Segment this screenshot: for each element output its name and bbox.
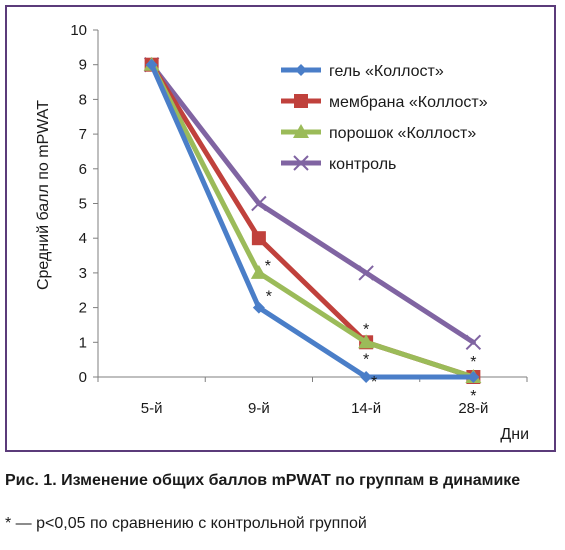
line-chart: Средний балл по mPWAT Дни 0 1 2 3 4 5 6 7 8 9 10 5-… — [35, 22, 529, 443]
y-tick-label: 3 — [79, 265, 87, 282]
data-point — [145, 58, 158, 71]
series-line — [149, 62, 476, 380]
data-point — [250, 264, 267, 279]
y-tick-label: 10 — [70, 22, 87, 39]
y-tick-label: 7 — [79, 126, 87, 143]
legend-marker — [293, 124, 309, 138]
y-tick-label: 9 — [79, 57, 87, 74]
significance-asterisk: * — [371, 374, 377, 391]
y-tick-label: 1 — [79, 334, 87, 351]
significance-asterisk: * — [363, 321, 369, 338]
legend-label: контроль — [329, 156, 396, 173]
chart-frame: Средний балл по mPWAT Дни 0 1 2 3 4 5 6 7 8 9 10 5-… — [5, 5, 556, 452]
legend-marker — [293, 155, 309, 171]
x-tick-label: 14-й — [351, 400, 381, 417]
data-point — [360, 371, 373, 383]
significance-asterisk: * — [266, 289, 272, 306]
data-point — [465, 334, 482, 351]
y-tick-label: 8 — [79, 91, 87, 108]
series-line — [149, 62, 476, 380]
data-point — [251, 231, 266, 246]
significance-asterisk: * — [363, 351, 369, 368]
series-line — [149, 62, 476, 380]
x-tick-label: 28-й — [458, 400, 488, 417]
significance-asterisk: * — [470, 388, 476, 405]
x-tick-label: 9-й — [248, 400, 270, 417]
series-line — [149, 62, 476, 345]
legend-marker — [295, 64, 307, 76]
legend-label: порошок «Коллост» — [329, 125, 476, 142]
figure-caption-note: * — p<0,05 по сравнению с контрольной гр… — [5, 515, 367, 532]
y-tick-label: 0 — [79, 369, 87, 386]
legend-label: мембрана «Коллост» — [329, 94, 488, 111]
y-tick-label: 5 — [79, 196, 87, 213]
legend-label: гель «Коллост» — [329, 63, 444, 80]
y-tick-label: 4 — [79, 230, 87, 247]
data-point — [252, 301, 265, 314]
legend-marker — [294, 94, 308, 108]
significance-asterisk: * — [265, 258, 271, 275]
significance-asterisk: * — [470, 354, 476, 371]
figure-caption-title: Рис. 1. Изменение общих баллов mPWAT по … — [5, 472, 521, 489]
data-point — [358, 334, 375, 349]
data-point — [251, 195, 267, 212]
x-axis-label: Дни — [500, 426, 529, 443]
y-tick-label: 2 — [79, 300, 87, 317]
x-tick-label: 5-й — [141, 400, 163, 417]
y-axis-label: Средний балл по mPWAT — [35, 100, 52, 290]
y-tick-label: 6 — [79, 161, 87, 178]
data-point — [467, 371, 480, 383]
data-point — [358, 265, 374, 281]
